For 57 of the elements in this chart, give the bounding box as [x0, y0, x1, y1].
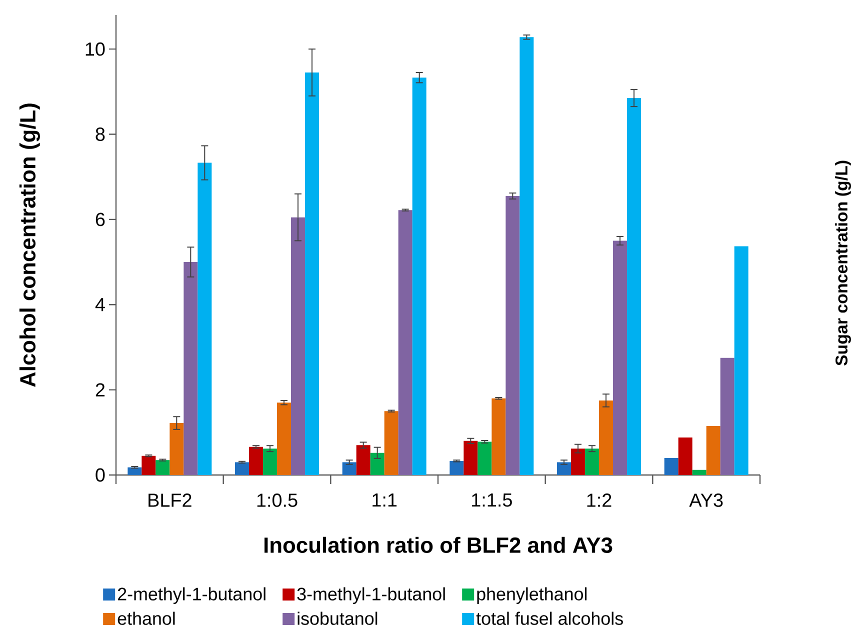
bar: [342, 462, 356, 475]
bar: [585, 448, 600, 475]
bar: [398, 210, 412, 475]
bar: [599, 400, 614, 475]
legend-label: phenylethanol: [477, 587, 587, 604]
bar: [706, 426, 720, 475]
bar: [613, 240, 628, 475]
bar: [478, 442, 492, 475]
bar: [678, 438, 692, 475]
y-tick-label: 2: [96, 383, 105, 396]
bar: [557, 462, 571, 475]
bar: [249, 446, 263, 475]
bar: [734, 246, 748, 475]
x-tick-label: 1:2: [587, 494, 612, 507]
bar: [412, 78, 426, 475]
legend-label: 2-methyl-1-butanol: [118, 587, 266, 604]
bar: [291, 217, 305, 475]
bar: [370, 452, 384, 475]
bar: [235, 462, 249, 475]
bar: [450, 460, 464, 475]
x-tick-label: 1:1: [372, 494, 397, 507]
bar: [170, 423, 184, 475]
bar: [571, 448, 585, 475]
bar: [464, 440, 478, 475]
text: Sugar concentration (g/L): [835, 160, 851, 366]
y-tick-label: 10: [86, 42, 105, 56]
bar: [277, 402, 291, 475]
bar: [692, 470, 706, 475]
x-tick-label: AY3: [689, 494, 723, 507]
x-tick-label: BLF2: [148, 494, 192, 507]
x-tick-label: 1:1.5: [472, 494, 512, 507]
bar: [128, 467, 142, 475]
x-tick-label: 1:0.5: [257, 494, 298, 507]
legend-label: 3-methyl-1-butanol: [297, 587, 445, 604]
bar: [263, 448, 277, 475]
bar: [142, 456, 156, 475]
legend-label: total fusel alcohols: [476, 612, 623, 625]
bar: [156, 460, 170, 475]
bar: [184, 262, 198, 475]
legend-label: ethanol: [118, 612, 175, 625]
bar: [356, 445, 370, 475]
bar: [520, 37, 534, 475]
legend-label: isobutanol: [298, 612, 378, 625]
bar: [198, 162, 212, 475]
y-tick-label: 8: [96, 128, 105, 141]
x-axis-title: Inoculation ratio of BLF2 and AY3: [264, 536, 612, 553]
bar: [492, 398, 506, 475]
bar: [384, 411, 398, 475]
y-tick-label: 0: [96, 468, 105, 482]
y-axis-title: Alcohol concentration (g/L): [19, 104, 40, 387]
bar: [305, 72, 319, 475]
y-tick-label: 6: [96, 212, 105, 226]
bar: [720, 358, 734, 475]
bar: [664, 458, 678, 475]
bar: [506, 196, 520, 475]
y-tick-label: 4: [95, 298, 105, 312]
bar: [627, 98, 642, 475]
